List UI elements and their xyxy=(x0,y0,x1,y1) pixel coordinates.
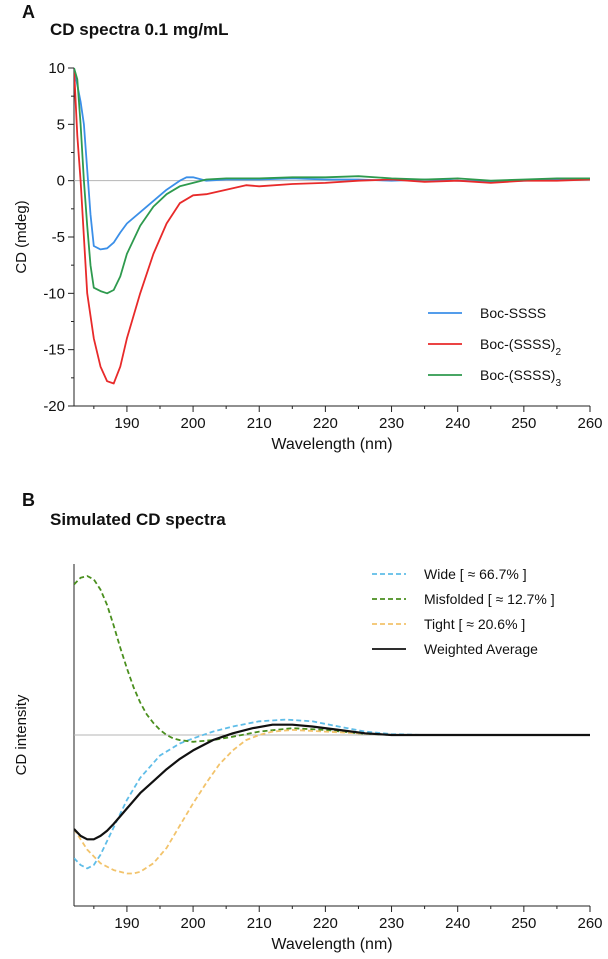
panel-b-x-tick-label: 260 xyxy=(577,915,602,932)
panel-a-letter: A xyxy=(22,2,35,22)
panel-a-x-tick-label: 220 xyxy=(313,415,338,432)
panel-b-legend-label: Tight [ ≈ 20.6% ] xyxy=(424,616,525,632)
panel-a-series-line xyxy=(74,67,590,385)
panel-a-y-tick-label: -20 xyxy=(43,398,65,415)
panel-a-x-tick-label: 200 xyxy=(181,415,206,432)
panel-b-legend-label: Weighted Average xyxy=(424,641,538,657)
panel-a-y-tick-label: 10 xyxy=(48,60,65,77)
panel-a-y-tick-label: -15 xyxy=(43,342,65,359)
panel-b-series-line xyxy=(74,718,590,870)
panel-b-series-line xyxy=(74,723,590,841)
panel-a-y-tick-label: -5 xyxy=(52,229,65,246)
panel-a-y-tick-label: 5 xyxy=(57,116,65,133)
panel-b-title: Simulated CD spectra xyxy=(50,510,226,529)
panel-b-series-line xyxy=(74,729,590,875)
panel-b-x-tick-label: 220 xyxy=(313,915,338,932)
panel-a-x-tick-label: 210 xyxy=(247,415,272,432)
panel-b-y-axis-label: CD intensity xyxy=(13,694,30,775)
panel-b-x-tick-label: 230 xyxy=(379,915,404,932)
panel-a-y-tick-label: -10 xyxy=(43,285,65,302)
panel-a-title: CD spectra 0.1 mg/mL xyxy=(50,20,229,39)
panel-b-x-tick-label: 250 xyxy=(511,915,536,932)
panel-a-y-tick-label: 0 xyxy=(57,173,65,190)
panel-b-x-axis-label: Wavelength (nm) xyxy=(271,936,392,953)
panel-b-x-tick-label: 200 xyxy=(181,915,206,932)
panel-a-x-tick-label: 230 xyxy=(379,415,404,432)
panel-a-legend-label: Boc-(SSSS)3 xyxy=(480,367,561,389)
panel-a-x-tick-label: 260 xyxy=(577,415,602,432)
panel-a-x-axis-label: Wavelength (nm) xyxy=(271,436,392,453)
panel-b-legend-label: Misfolded [ ≈ 12.7% ] xyxy=(424,591,555,607)
panel-b-letter: B xyxy=(22,490,35,510)
panel-b-x-tick-label: 240 xyxy=(445,915,470,932)
panel-b-x-tick-label: 190 xyxy=(114,915,139,932)
panel-a-x-tick-label: 240 xyxy=(445,415,470,432)
panel-a-series-line xyxy=(74,67,590,251)
panel-b-series-line xyxy=(74,575,590,743)
panel-a-x-tick-label: 190 xyxy=(114,415,139,432)
panel-b-x-tick-label: 210 xyxy=(247,915,272,932)
panel-b-legend-label: Wide [ ≈ 66.7% ] xyxy=(424,566,527,582)
panel-a-y-axis-label: CD (mdeg) xyxy=(13,200,30,273)
panel-a-x-tick-label: 250 xyxy=(511,415,536,432)
panel-a-legend-label: Boc-SSSS xyxy=(480,305,546,321)
panel-a-series-line xyxy=(74,67,590,295)
panel-a-legend-label: Boc-(SSSS)2 xyxy=(480,336,561,358)
